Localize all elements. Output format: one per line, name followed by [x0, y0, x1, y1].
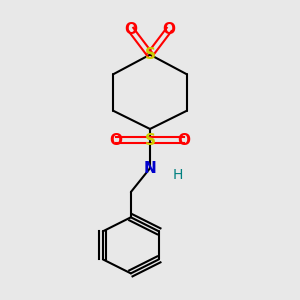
Text: S: S: [145, 47, 155, 62]
Text: O: O: [163, 22, 176, 37]
Text: O: O: [124, 22, 137, 37]
Text: N: N: [144, 161, 156, 176]
Text: H: H: [173, 168, 183, 182]
Text: O: O: [110, 133, 123, 148]
Text: S: S: [145, 133, 155, 148]
Text: O: O: [177, 133, 190, 148]
